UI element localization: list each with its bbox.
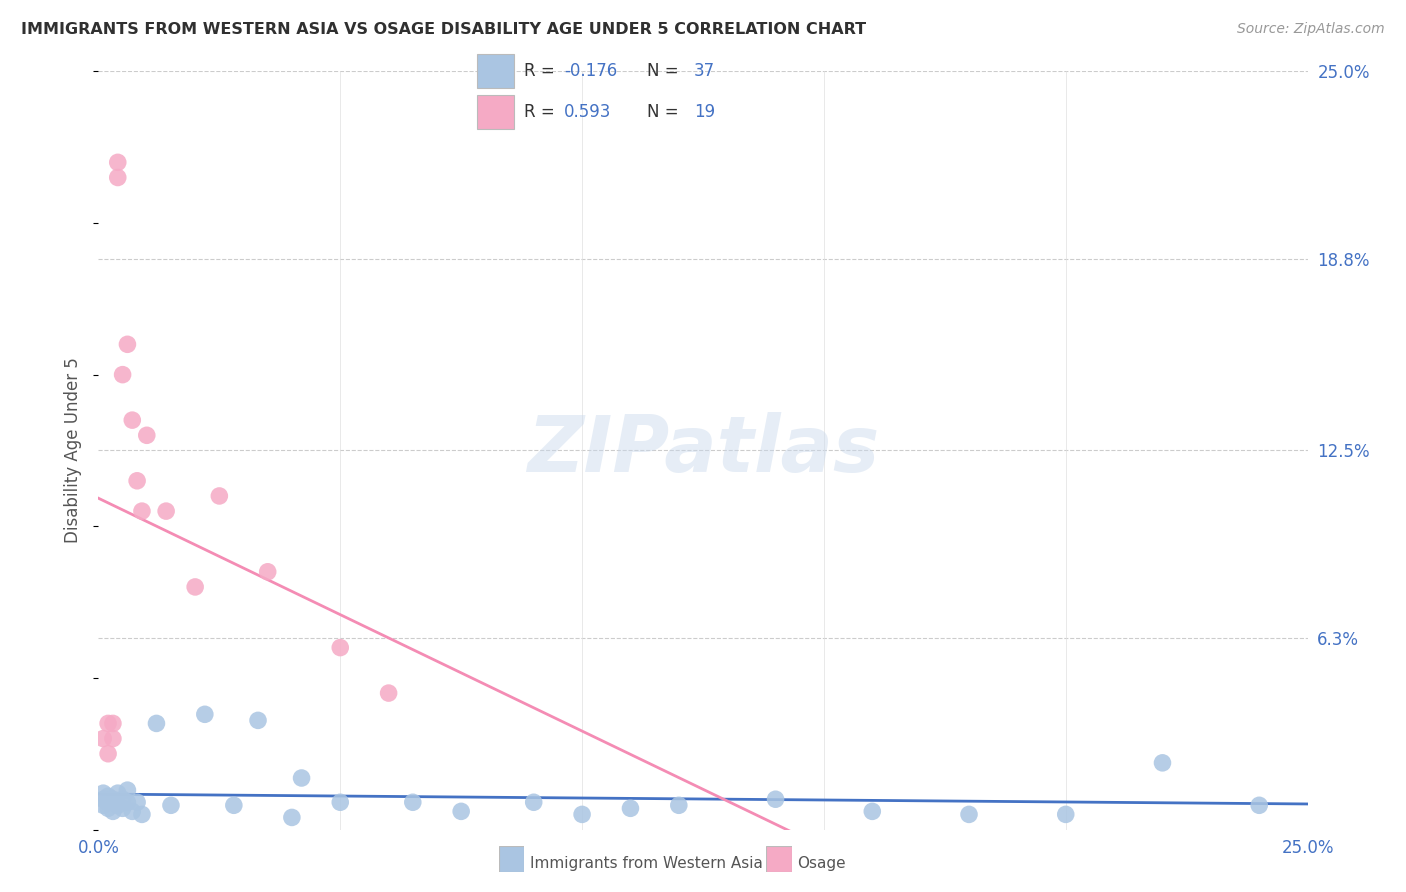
Point [107, 798, 129, 813]
FancyBboxPatch shape [477, 95, 515, 129]
Point [101, 731, 124, 746]
Point [247, 714, 270, 728]
Point [111, 792, 134, 806]
Point [281, 810, 304, 824]
Point [523, 795, 546, 809]
Point [1054, 807, 1077, 822]
Point [155, 504, 177, 518]
Point [145, 716, 167, 731]
Point [1249, 798, 1271, 813]
Point [97, 789, 120, 804]
Point [208, 489, 231, 503]
Point [97, 801, 120, 815]
Point [91, 731, 114, 746]
Point [1152, 756, 1174, 770]
Point [957, 807, 980, 822]
Point [127, 474, 149, 488]
Point [290, 771, 312, 785]
Point [765, 792, 787, 806]
Point [97, 747, 120, 761]
Text: IMMIGRANTS FROM WESTERN ASIA VS OSAGE DISABILITY AGE UNDER 5 CORRELATION CHART: IMMIGRANTS FROM WESTERN ASIA VS OSAGE DI… [21, 22, 866, 37]
Point [377, 686, 399, 700]
Point [256, 565, 278, 579]
Point [668, 798, 690, 813]
Point [117, 795, 139, 809]
Y-axis label: Disability Age Under 5: Disability Age Under 5 [65, 358, 83, 543]
Point [402, 795, 425, 809]
Point [97, 795, 120, 809]
Text: ZIPatlas: ZIPatlas [527, 412, 879, 489]
Point [571, 807, 593, 822]
Point [135, 428, 157, 442]
FancyBboxPatch shape [766, 846, 792, 872]
Point [127, 795, 149, 809]
Text: Immigrants from Western Asia: Immigrants from Western Asia [530, 856, 763, 871]
Text: N =: N = [647, 103, 685, 121]
Point [121, 805, 143, 819]
Point [91, 792, 114, 806]
Point [329, 640, 352, 655]
Point [107, 170, 129, 185]
Point [117, 783, 139, 797]
Point [450, 805, 472, 819]
Text: 37: 37 [693, 62, 714, 80]
Point [107, 155, 129, 169]
Text: 19: 19 [693, 103, 714, 121]
Text: N =: N = [647, 62, 685, 80]
Point [619, 801, 641, 815]
Point [117, 337, 139, 351]
Point [194, 707, 217, 722]
Point [101, 716, 124, 731]
Text: R =: R = [523, 62, 560, 80]
Point [101, 792, 124, 806]
Text: 0.593: 0.593 [564, 103, 612, 121]
Point [860, 805, 883, 819]
FancyBboxPatch shape [499, 846, 524, 872]
Point [184, 580, 207, 594]
Point [91, 798, 114, 813]
Point [131, 807, 153, 822]
Point [111, 801, 134, 815]
Text: Osage: Osage [797, 856, 846, 871]
Text: Source: ZipAtlas.com: Source: ZipAtlas.com [1237, 22, 1385, 37]
Point [160, 798, 183, 813]
Point [101, 805, 124, 819]
Point [329, 795, 352, 809]
Text: -0.176: -0.176 [564, 62, 617, 80]
FancyBboxPatch shape [477, 54, 515, 88]
Text: R =: R = [523, 103, 565, 121]
Point [107, 786, 129, 800]
Point [111, 368, 134, 382]
Point [91, 786, 114, 800]
Point [131, 504, 153, 518]
Point [121, 413, 143, 427]
Point [222, 798, 245, 813]
Point [97, 716, 120, 731]
